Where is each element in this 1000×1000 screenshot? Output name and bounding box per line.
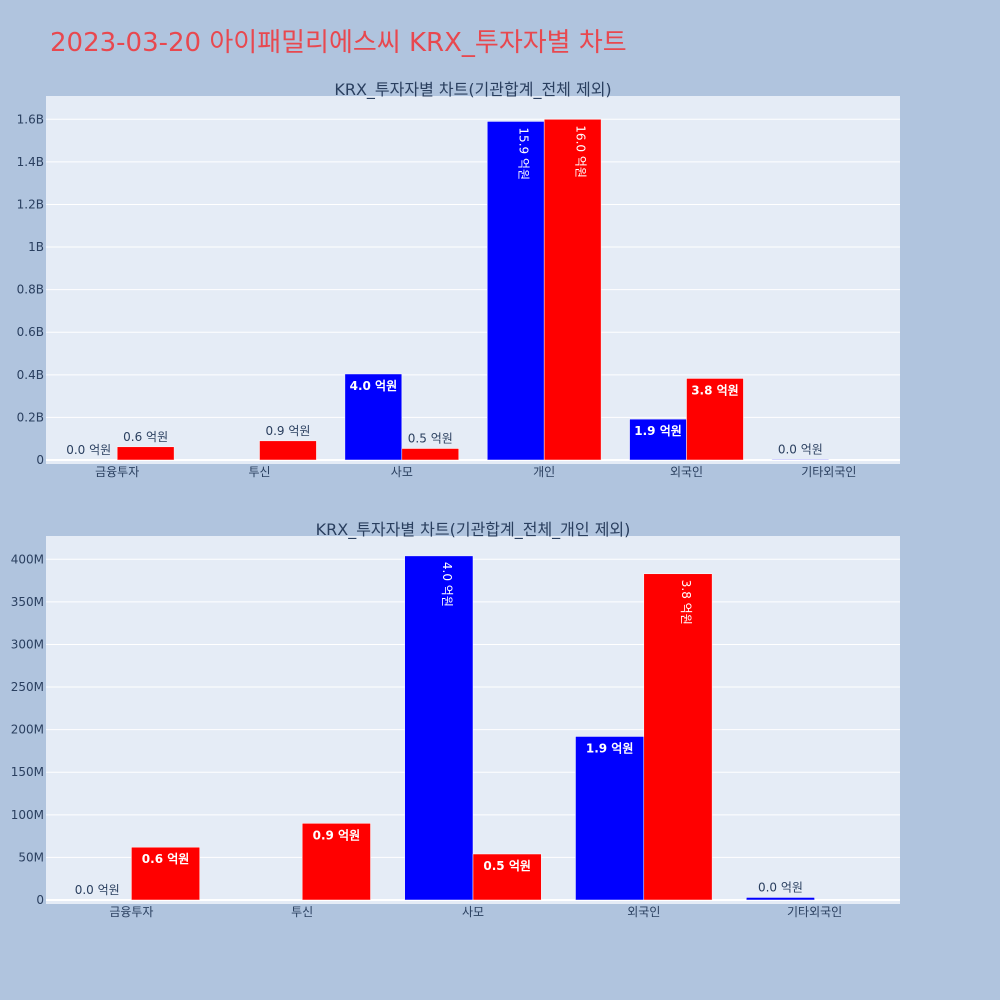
chart-title: KRX_투자자별 차트(기관합계_전체_개인 제외) bbox=[316, 520, 631, 540]
bar bbox=[404, 555, 474, 901]
x-tick-label: 기타외국인 bbox=[787, 905, 842, 919]
bar-value-label: 0.0 억원 bbox=[75, 883, 120, 897]
y-tick-label: 1.6B bbox=[17, 112, 44, 126]
bar-value-label: 0.6 억원 bbox=[142, 852, 190, 866]
y-tick-label: 400M bbox=[11, 552, 44, 566]
bar bbox=[301, 823, 371, 901]
bar-value-label: 3.8 억원 bbox=[679, 580, 693, 625]
bar bbox=[771, 459, 830, 461]
bar bbox=[344, 373, 403, 461]
bar bbox=[643, 573, 713, 901]
y-tick-label: 100M bbox=[11, 808, 44, 822]
bar-value-label: 4.0 억원 bbox=[350, 379, 398, 393]
bar-value-label: 1.9 억원 bbox=[634, 424, 682, 438]
y-tick-label: 300M bbox=[11, 637, 44, 651]
y-tick-label: 0.8B bbox=[17, 283, 44, 297]
x-tick-label: 투신 bbox=[291, 905, 313, 919]
x-tick-label: 외국인 bbox=[627, 905, 660, 919]
bar-value-label: 0.0 억원 bbox=[778, 442, 823, 456]
bar-value-label: 0.0 억원 bbox=[758, 880, 803, 894]
y-tick-label: 50M bbox=[18, 850, 44, 864]
bar bbox=[472, 853, 542, 901]
bar-value-label: 3.8 억원 bbox=[691, 383, 739, 397]
bar-value-label: 15.9 억원 bbox=[517, 127, 531, 180]
x-tick-label: 외국인 bbox=[670, 465, 703, 479]
bar-value-label: 0.5 억원 bbox=[408, 432, 453, 446]
y-tick-label: 200M bbox=[11, 723, 44, 737]
y-tick-label: 250M bbox=[11, 680, 44, 694]
y-tick-label: 350M bbox=[11, 595, 44, 609]
y-tick-label: 0 bbox=[36, 893, 44, 907]
bar-value-label: 4.0 억원 bbox=[440, 562, 454, 607]
bar bbox=[543, 119, 602, 461]
bar bbox=[686, 378, 744, 461]
plot-area bbox=[46, 96, 900, 464]
bar bbox=[629, 418, 687, 461]
bar bbox=[116, 446, 175, 461]
x-tick-label: 사모 bbox=[462, 905, 484, 919]
y-tick-label: 0.2B bbox=[17, 410, 44, 424]
x-tick-label: 개인 bbox=[533, 465, 555, 479]
x-tick-label: 금융투자 bbox=[109, 905, 153, 919]
chart-2: 0 50M 100M 150M 200M 250M 300M 350M 400M KRX_투자자별… bbox=[11, 520, 900, 919]
bar-value-label: 0.5 억원 bbox=[483, 859, 531, 873]
y-tick-label: 1.2B bbox=[17, 197, 44, 211]
y-tick-label: 0.4B bbox=[17, 368, 44, 382]
bar bbox=[131, 846, 200, 901]
bar-value-label: 0.9 억원 bbox=[313, 828, 361, 842]
y-tick-label: 0.6B bbox=[17, 325, 44, 339]
y-tick-label: 1.4B bbox=[17, 155, 44, 169]
bar-value-label: 16.0 억원 bbox=[574, 125, 588, 178]
bar-value-label: 1.9 억원 bbox=[586, 741, 634, 755]
bar bbox=[401, 448, 460, 461]
chart-title: KRX_투자자별 차트(기관합계_전체 제외) bbox=[334, 80, 611, 100]
bar-value-label: 0.0 억원 bbox=[66, 443, 111, 457]
bar bbox=[486, 121, 545, 461]
x-tick-label: 기타외국인 bbox=[801, 465, 856, 479]
x-tick-label: 투신 bbox=[248, 465, 270, 479]
y-tick-label: 0 bbox=[36, 453, 44, 467]
bar bbox=[259, 440, 317, 461]
bar-value-label: 0.6 억원 bbox=[123, 430, 168, 444]
bar-value-label: 0.9 억원 bbox=[265, 424, 310, 438]
x-tick-label: 사모 bbox=[391, 465, 413, 479]
bar bbox=[746, 897, 815, 901]
y-tick-label: 150M bbox=[11, 765, 44, 779]
page-title: 2023-03-20 아이패밀리에스씨 KRX_투자자별 차트 bbox=[50, 28, 627, 58]
x-tick-label: 금융투자 bbox=[95, 465, 139, 479]
chart-1: 0 0.2B 0.4B 0.6B 0.8B 1B 1.2B 1.4B 1.6B KRX_투자자별 … bbox=[17, 80, 900, 479]
bar bbox=[575, 736, 645, 901]
y-tick-label: 1B bbox=[28, 240, 44, 254]
